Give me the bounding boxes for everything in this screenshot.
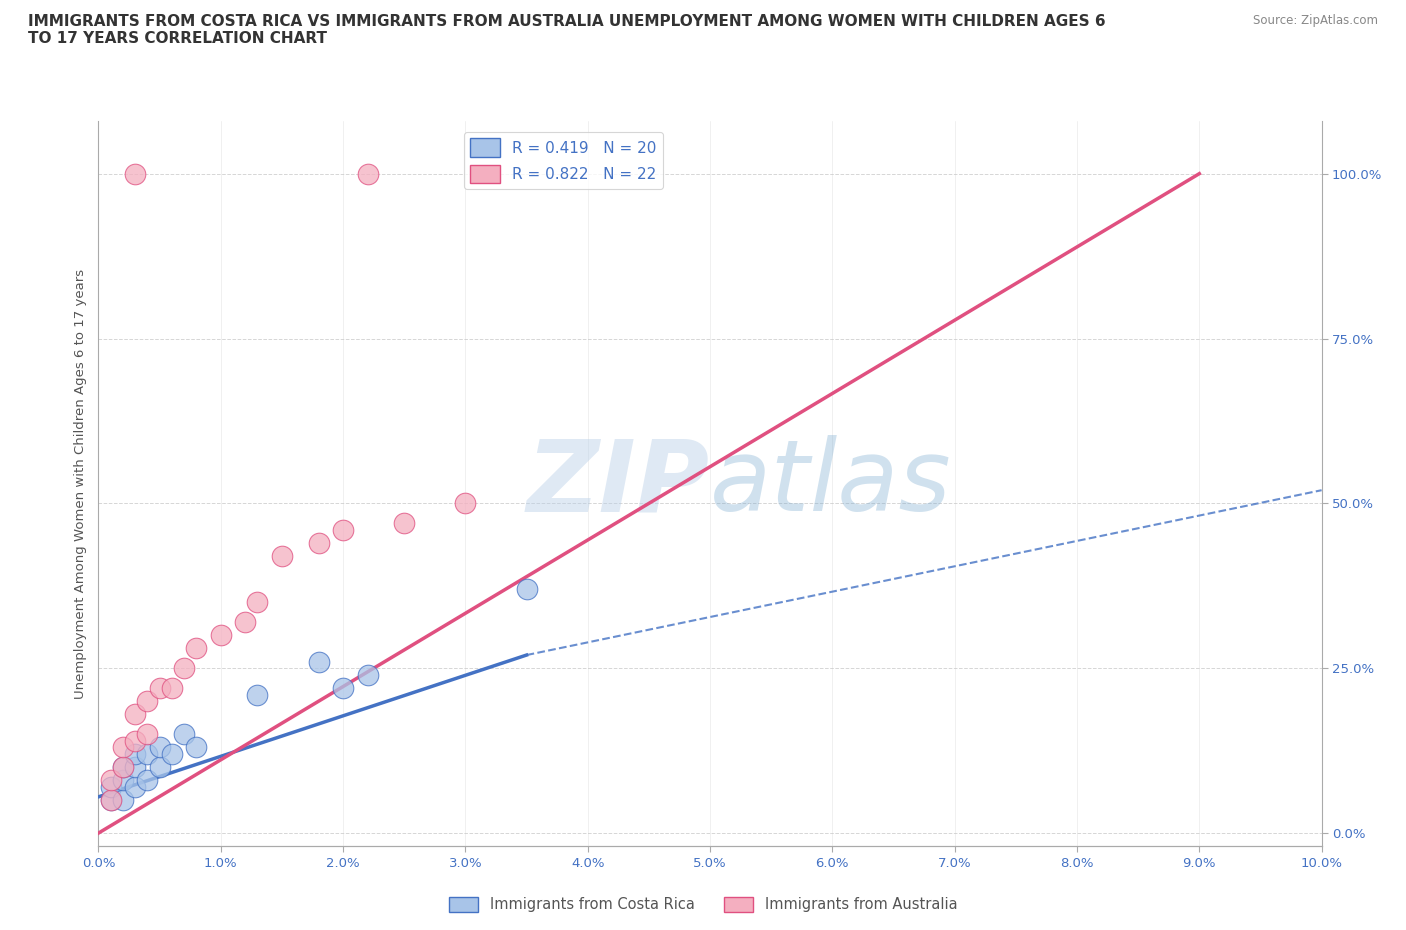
Point [149, 681, 172, 696]
Point [111, 773, 134, 788]
Point [100, 792, 122, 807]
Point [356, 166, 378, 181]
Point [149, 740, 172, 755]
Point [308, 536, 330, 551]
Point [111, 760, 134, 775]
Point [160, 747, 183, 762]
Legend: Immigrants from Costa Rica, Immigrants from Australia: Immigrants from Costa Rica, Immigrants f… [443, 891, 963, 918]
Point [136, 747, 159, 762]
Point [332, 681, 354, 696]
Point [124, 707, 146, 722]
Point [308, 654, 330, 669]
Point [246, 595, 269, 610]
Point [186, 641, 208, 656]
Point [173, 661, 195, 676]
Point [186, 740, 208, 755]
Point [149, 760, 172, 775]
Text: atlas: atlas [710, 435, 952, 532]
Text: IMMIGRANTS FROM COSTA RICA VS IMMIGRANTS FROM AUSTRALIA UNEMPLOYMENT AMONG WOMEN: IMMIGRANTS FROM COSTA RICA VS IMMIGRANTS… [28, 14, 1105, 46]
Point [136, 694, 159, 709]
Point [124, 779, 146, 794]
Point [111, 760, 134, 775]
Point [233, 615, 256, 630]
Point [209, 628, 232, 643]
Point [100, 779, 122, 794]
Text: Source: ZipAtlas.com: Source: ZipAtlas.com [1253, 14, 1378, 27]
Point [332, 523, 354, 538]
Legend: R = 0.419   N = 20, R = 0.822   N = 22: R = 0.419 N = 20, R = 0.822 N = 22 [464, 132, 664, 190]
Point [124, 734, 146, 749]
Text: ZIP: ZIP [527, 435, 710, 532]
Point [356, 668, 378, 683]
Point [111, 792, 134, 807]
Point [270, 549, 292, 564]
Point [111, 740, 134, 755]
Point [124, 166, 146, 181]
Point [454, 496, 477, 511]
Point [516, 581, 538, 596]
Point [246, 687, 269, 702]
Point [136, 773, 159, 788]
Point [100, 773, 122, 788]
Point [136, 726, 159, 741]
Point [124, 747, 146, 762]
Point [100, 792, 122, 807]
Point [160, 681, 183, 696]
Y-axis label: Unemployment Among Women with Children Ages 6 to 17 years: Unemployment Among Women with Children A… [75, 269, 87, 698]
Point [124, 760, 146, 775]
Point [392, 516, 416, 531]
Point [173, 726, 195, 741]
